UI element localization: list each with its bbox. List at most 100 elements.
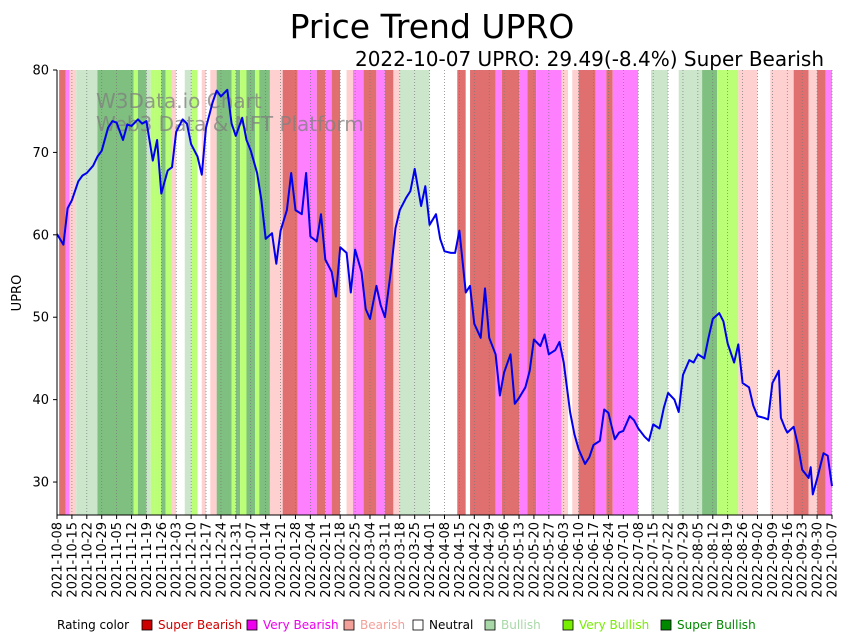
- rating-band: [572, 70, 579, 515]
- rating-band: [146, 70, 151, 515]
- rating-band: [567, 70, 573, 515]
- legend-swatch: [412, 619, 424, 631]
- rating-band: [561, 70, 568, 515]
- rating-band: [817, 70, 826, 515]
- x-tick-label: 2021-12-31: [229, 522, 244, 598]
- rating-band: [316, 70, 326, 515]
- y-tick-label: 50: [32, 311, 49, 326]
- rating-band: [346, 70, 353, 515]
- y-tick-label: 80: [32, 64, 49, 79]
- rating-band: [259, 70, 270, 515]
- x-tick-label: 2021-12-24: [214, 522, 229, 598]
- legend-swatch: [562, 619, 574, 631]
- rating-band: [216, 70, 232, 515]
- rating-band: [240, 70, 247, 515]
- x-tick-label: 2022-06-24: [602, 522, 617, 598]
- x-gridlines: [56, 70, 833, 515]
- rating-band: [717, 70, 726, 515]
- rating-band: [176, 70, 185, 515]
- rating-band: [612, 70, 624, 515]
- rating-band: [197, 70, 202, 515]
- rating-band: [325, 70, 332, 515]
- legend: Rating color Super Bearish Very Bearish Be…: [57, 618, 756, 632]
- x-tick-label: 2022-09-30: [811, 522, 826, 598]
- x-tick-label: 2022-02-18: [334, 522, 349, 598]
- rating-band: [678, 70, 703, 515]
- rating-band: [825, 70, 832, 515]
- x-tick-label: 2022-02-04: [304, 522, 319, 598]
- y-tick-label: 40: [32, 393, 49, 408]
- rating-band: [137, 70, 147, 515]
- rating-band: [133, 70, 138, 515]
- x-tick-label: 2022-05-13: [513, 522, 528, 598]
- x-tick-label: 2022-08-12: [706, 522, 721, 598]
- rating-band: [519, 70, 528, 515]
- rating-band: [165, 70, 172, 515]
- rating-band: [808, 70, 818, 515]
- rating-band: [150, 70, 155, 515]
- legend-swatch: [141, 619, 153, 631]
- rating-band: [414, 70, 430, 515]
- legend-item-label: Super Bearish: [158, 618, 242, 632]
- x-tick-label: 2022-09-16: [781, 522, 796, 598]
- x-tick-label: 2022-01-07: [244, 522, 259, 598]
- x-tick-label: 2022-01-14: [259, 522, 274, 598]
- rating-band: [623, 70, 639, 515]
- rating-band: [651, 70, 669, 515]
- legend-item-label: Very Bearish: [263, 618, 339, 632]
- x-tick-label: 2022-04-29: [483, 522, 498, 598]
- x-tick-label: 2022-04-15: [453, 522, 468, 598]
- rating-band: [638, 70, 652, 515]
- x-tick-label: 2021-10-08: [51, 522, 66, 598]
- rating-band: [738, 70, 758, 515]
- x-tick-label: 2022-08-05: [691, 522, 706, 598]
- x-tick-label: 2022-03-11: [378, 522, 393, 598]
- rating-band: [527, 70, 537, 515]
- x-tick-label: 2021-11-26: [155, 522, 170, 598]
- rating-band: [171, 70, 177, 515]
- rating-band: [57, 70, 60, 515]
- rating-band: [231, 70, 236, 515]
- x-tick-label: 2022-06-10: [572, 522, 587, 598]
- y-tick-label: 70: [32, 146, 49, 161]
- x-tick-label: 2022-01-28: [289, 522, 304, 598]
- x-tick-label: 2022-07-08: [632, 522, 647, 598]
- rating-band: [201, 70, 207, 515]
- rating-band: [376, 70, 385, 515]
- rating-band: [97, 70, 134, 515]
- y-tick-label: 60: [32, 228, 49, 243]
- legend-swatch: [660, 619, 672, 631]
- chart-subtitle: 2022-10-07 UPRO: 29.49(-8.4%) Super Bear…: [355, 47, 824, 71]
- rating-band: [457, 70, 466, 515]
- rating-band: [235, 70, 241, 515]
- x-tick-label: 2022-07-29: [676, 522, 691, 598]
- x-tick-label: 2022-08-19: [721, 522, 736, 598]
- x-tick-label: 2022-04-01: [423, 522, 438, 598]
- price-series-line: [56, 88, 833, 496]
- x-tick-label: 2021-10-29: [95, 522, 110, 598]
- rating-band: [770, 70, 794, 515]
- x-tick-label: 2022-07-15: [647, 522, 662, 598]
- rating-band: [340, 70, 347, 515]
- x-tick-label: 2021-10-22: [80, 522, 95, 598]
- x-tick-label: 2022-02-11: [319, 522, 334, 598]
- rating-band: [384, 70, 394, 515]
- x-tick-label: 2022-08-26: [736, 522, 751, 598]
- rating-band: [757, 70, 771, 515]
- rating-band: [578, 70, 596, 515]
- x-tick-label: 2022-09-09: [766, 522, 781, 598]
- legend-swatch: [246, 619, 258, 631]
- rating-band: [501, 70, 520, 515]
- rating-band: [606, 70, 613, 515]
- rating-band: [702, 70, 718, 515]
- legend-item-label: Super Bullish: [677, 618, 756, 632]
- x-tick-label: 2022-04-22: [468, 522, 483, 598]
- rating-band: [154, 70, 162, 515]
- x-tick-label: 2021-12-17: [200, 522, 215, 598]
- x-tick-label: 2022-03-25: [408, 522, 423, 598]
- rating-band: [352, 70, 364, 515]
- y-axis-label: UPRO: [10, 275, 25, 312]
- rating-band: [470, 70, 496, 515]
- y-ticks: 30 40 50 60 70 80: [32, 64, 57, 491]
